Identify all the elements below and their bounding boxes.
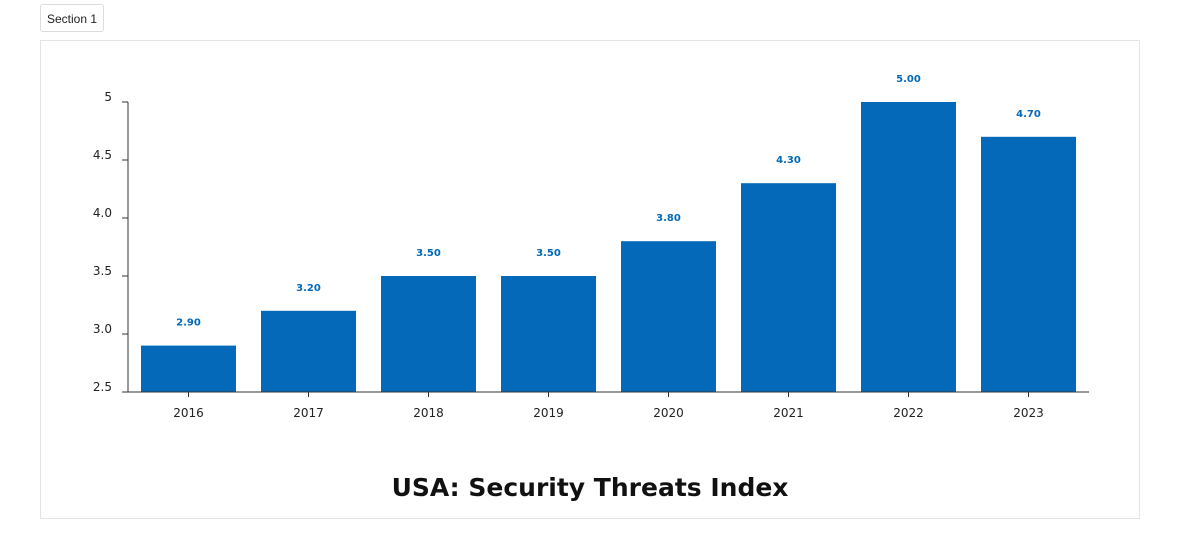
y-tick-label-4.0: 4.0 — [93, 206, 112, 220]
bar-2016 — [141, 345, 236, 392]
value-label-2023: 4.70 — [1016, 109, 1041, 120]
y-tick-label-4.5: 4.5 — [93, 148, 112, 162]
bar-2018 — [381, 276, 476, 392]
chart-panel: 2.90 2016 3.20 2017 3.50 2018 3.50 2019 3.80 2020… — [40, 40, 1140, 519]
value-label-2017: 3.20 — [296, 283, 321, 294]
y-tick-label-3.5: 3.5 — [93, 264, 112, 278]
x-tick-label-2017: 2017 — [293, 406, 324, 420]
x-tick-label-2021: 2021 — [773, 406, 804, 420]
value-label-2022: 5.00 — [896, 74, 921, 85]
bar-chart: 2.90 2016 3.20 2017 3.50 2018 3.50 2019 3.80 2020… — [93, 74, 1089, 420]
value-label-2020: 3.80 — [656, 213, 681, 224]
x-tick-label-2022: 2022 — [893, 406, 924, 420]
y-tick-label-3.0: 3.0 — [93, 322, 112, 336]
y-tick-label-5: 5 — [104, 90, 112, 104]
bar-2023 — [981, 136, 1076, 392]
value-label-2019: 3.50 — [536, 248, 561, 259]
bar-2017 — [261, 310, 356, 392]
chart-title: USA: Security Threats Index — [391, 473, 789, 502]
bar-2020 — [621, 241, 716, 392]
value-label-2021: 4.30 — [776, 155, 801, 166]
bar-2022 — [861, 102, 956, 392]
x-tick-label-2019: 2019 — [533, 406, 564, 420]
bar-2019 — [501, 276, 596, 392]
x-tick-label-2020: 2020 — [653, 406, 684, 420]
value-label-2018: 3.50 — [416, 248, 441, 259]
bar-2021 — [741, 183, 836, 392]
x-tick-label-2016: 2016 — [173, 406, 204, 420]
y-tick-label-2.5: 2.5 — [93, 380, 112, 394]
section-tab-1[interactable]: Section 1 — [40, 4, 105, 32]
x-tick-label-2018: 2018 — [413, 406, 444, 420]
x-tick-label-2023: 2023 — [1013, 406, 1044, 420]
value-label-2016: 2.90 — [176, 318, 201, 329]
